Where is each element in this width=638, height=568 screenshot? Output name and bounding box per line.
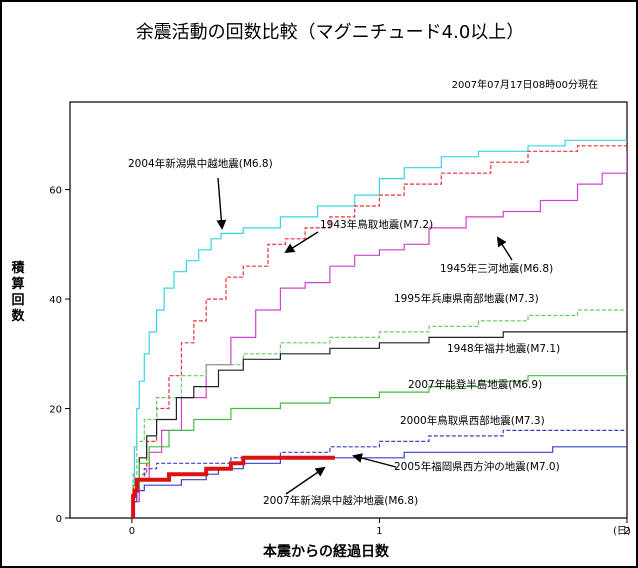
- series-line-8: [131, 455, 335, 518]
- x-unit-label: (日): [613, 526, 631, 537]
- annotation-arrow-0: [216, 177, 227, 230]
- series-annotation-1: 1943年鳥取地震(M7.2): [320, 218, 433, 231]
- x-tick-label: 2: [624, 526, 630, 537]
- x-axis-label: 本震からの経過日数: [263, 543, 390, 560]
- y-axis-label: 積算回数: [10, 260, 25, 324]
- series-annotation-7: 2005年福岡県西方沖の地震(M7.0): [394, 460, 560, 473]
- annotation-arrow-8: [285, 466, 326, 495]
- series-annotation-3: 1995年兵庫県南部地震(M7.3): [394, 292, 539, 305]
- y-tick-label: 0: [56, 514, 62, 525]
- series-annotation-5: 2007年能登半島地震(M6.9): [408, 378, 542, 391]
- series-annotation-4: 1948年福井地震(M7.1): [447, 342, 560, 355]
- series-line-3: [131, 309, 627, 518]
- annotation-arrow-7: [352, 453, 397, 468]
- series-line-4: [131, 331, 627, 518]
- series-annotation-2: 1945年三河地震(M6.8): [440, 262, 553, 275]
- series-line-7: [131, 446, 627, 518]
- annotation-arrow-2: [496, 236, 513, 261]
- series-annotation-6: 2000年鳥取県西部地震(M7.3): [400, 414, 545, 427]
- series-line-0: [131, 139, 627, 518]
- chart-title: 余震活動の回数比較（マグニチュード4.0以上）: [136, 22, 525, 43]
- annotation-arrow-1: [284, 231, 319, 254]
- series-line-2: [131, 151, 627, 518]
- series-line-1: [131, 140, 627, 518]
- timestamp-label: 2007年07月17日08時00分現在: [452, 78, 598, 91]
- series-annotation-0: 2004年新潟県中越地震(M6.8): [128, 157, 273, 170]
- y-tick-label: 40: [49, 295, 62, 306]
- series-line-5: [131, 370, 627, 518]
- x-tick-label: 0: [129, 526, 135, 537]
- series-group: [131, 139, 627, 518]
- x-tick-label: 1: [376, 526, 382, 537]
- y-tick-label: 60: [49, 186, 62, 197]
- y-tick-label: 20: [49, 405, 62, 416]
- series-annotation-8: 2007年新潟県中越沖地震(M6.8): [263, 494, 418, 507]
